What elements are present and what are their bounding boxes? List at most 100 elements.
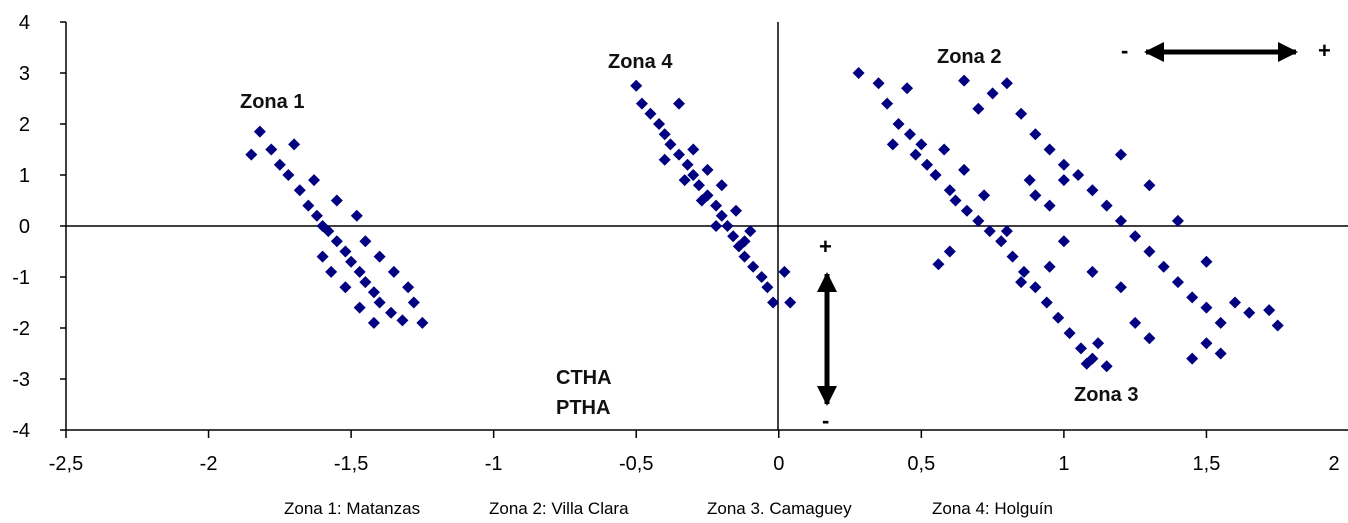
data-point <box>416 316 429 329</box>
data-point <box>932 258 945 271</box>
data-point <box>653 118 666 130</box>
data-point <box>755 271 768 283</box>
x-tick-label: 1,5 <box>1193 453 1221 475</box>
data-point <box>1052 311 1065 324</box>
data-point <box>921 158 934 171</box>
data-point <box>1129 316 1142 329</box>
data-point <box>1017 265 1030 278</box>
data-point <box>784 296 797 309</box>
data-point <box>695 194 708 207</box>
data-point <box>339 245 352 258</box>
data-point <box>265 143 278 156</box>
data-point <box>1043 260 1056 273</box>
data-point <box>958 163 971 176</box>
data-point <box>747 260 760 273</box>
data-point <box>778 265 791 278</box>
y-tick-label: -2 <box>12 318 30 340</box>
data-point <box>402 281 415 294</box>
data-point <box>1243 306 1256 319</box>
horizontal-arrow-plus: + <box>1318 38 1331 63</box>
data-point <box>353 301 366 314</box>
data-point <box>288 138 301 151</box>
data-point <box>986 87 999 100</box>
data-point <box>373 296 386 309</box>
data-point <box>1114 281 1127 294</box>
zona-3-label: Zona 3 <box>1074 384 1138 406</box>
data-point <box>407 296 420 309</box>
data-point <box>738 250 751 263</box>
data-point <box>978 189 991 202</box>
x-tick-label: 0 <box>773 453 784 475</box>
data-point <box>1057 174 1070 187</box>
data-point <box>972 102 985 115</box>
data-point <box>915 138 928 151</box>
data-point <box>1228 296 1241 309</box>
data-point <box>761 281 774 294</box>
data-point <box>701 163 714 176</box>
data-point <box>1057 158 1070 171</box>
data-point <box>886 138 899 151</box>
data-point <box>373 250 386 263</box>
legend-zona-3: Zona 3. Camaguey <box>707 499 852 518</box>
data-point <box>253 125 266 138</box>
data-point <box>1006 250 1019 263</box>
data-point <box>339 281 352 294</box>
data-point <box>1057 235 1070 248</box>
data-point <box>1000 225 1013 238</box>
data-point <box>330 194 343 207</box>
vertical-arrow-plus: + <box>819 234 832 259</box>
data-point <box>664 138 677 151</box>
data-point <box>730 204 743 217</box>
data-point <box>692 179 705 192</box>
legend-zona-4: Zona 4: Holguín <box>932 499 1053 518</box>
data-point <box>1029 281 1042 294</box>
data-point <box>308 174 321 187</box>
data-point <box>1200 337 1213 350</box>
data-point <box>738 235 751 248</box>
data-point <box>330 235 343 248</box>
y-tick-label: 3 <box>19 63 30 85</box>
x-tick-label: -1 <box>485 453 503 475</box>
data-point <box>1000 77 1013 90</box>
data-point <box>727 230 740 243</box>
data-point <box>767 296 780 309</box>
data-point <box>630 79 643 92</box>
data-point <box>949 194 962 207</box>
data-point <box>1114 214 1127 227</box>
data-point <box>995 235 1008 248</box>
data-point <box>715 179 728 192</box>
x-tick-label: 1 <box>1058 453 1069 475</box>
data-point <box>1043 143 1056 156</box>
y-tick-label: 4 <box>19 12 30 34</box>
vertical-arrow-minus: - <box>822 408 829 433</box>
data-point <box>710 199 723 212</box>
data-point <box>367 316 380 329</box>
data-point <box>1029 189 1042 202</box>
data-point <box>1086 265 1099 278</box>
data-point <box>852 67 865 79</box>
data-point <box>1043 199 1056 212</box>
data-point <box>658 153 671 166</box>
data-point <box>901 82 914 95</box>
data-point <box>681 158 694 171</box>
data-point <box>881 97 894 110</box>
data-point <box>325 265 338 278</box>
data-point <box>960 204 973 217</box>
data-point <box>282 169 295 181</box>
data-point <box>872 77 885 90</box>
ctha-label: CTHA <box>556 367 612 389</box>
data-point <box>1200 301 1213 314</box>
data-point <box>635 97 648 110</box>
data-point <box>687 143 700 156</box>
data-point <box>1200 255 1213 268</box>
data-point <box>1040 296 1053 309</box>
data-point <box>387 265 400 278</box>
data-point <box>678 174 691 187</box>
data-point <box>1100 199 1113 212</box>
data-point <box>1214 316 1227 329</box>
data-point <box>1214 347 1227 360</box>
x-tick-label: -2,5 <box>49 453 83 475</box>
data-point <box>1114 148 1127 161</box>
data-point <box>938 143 951 156</box>
